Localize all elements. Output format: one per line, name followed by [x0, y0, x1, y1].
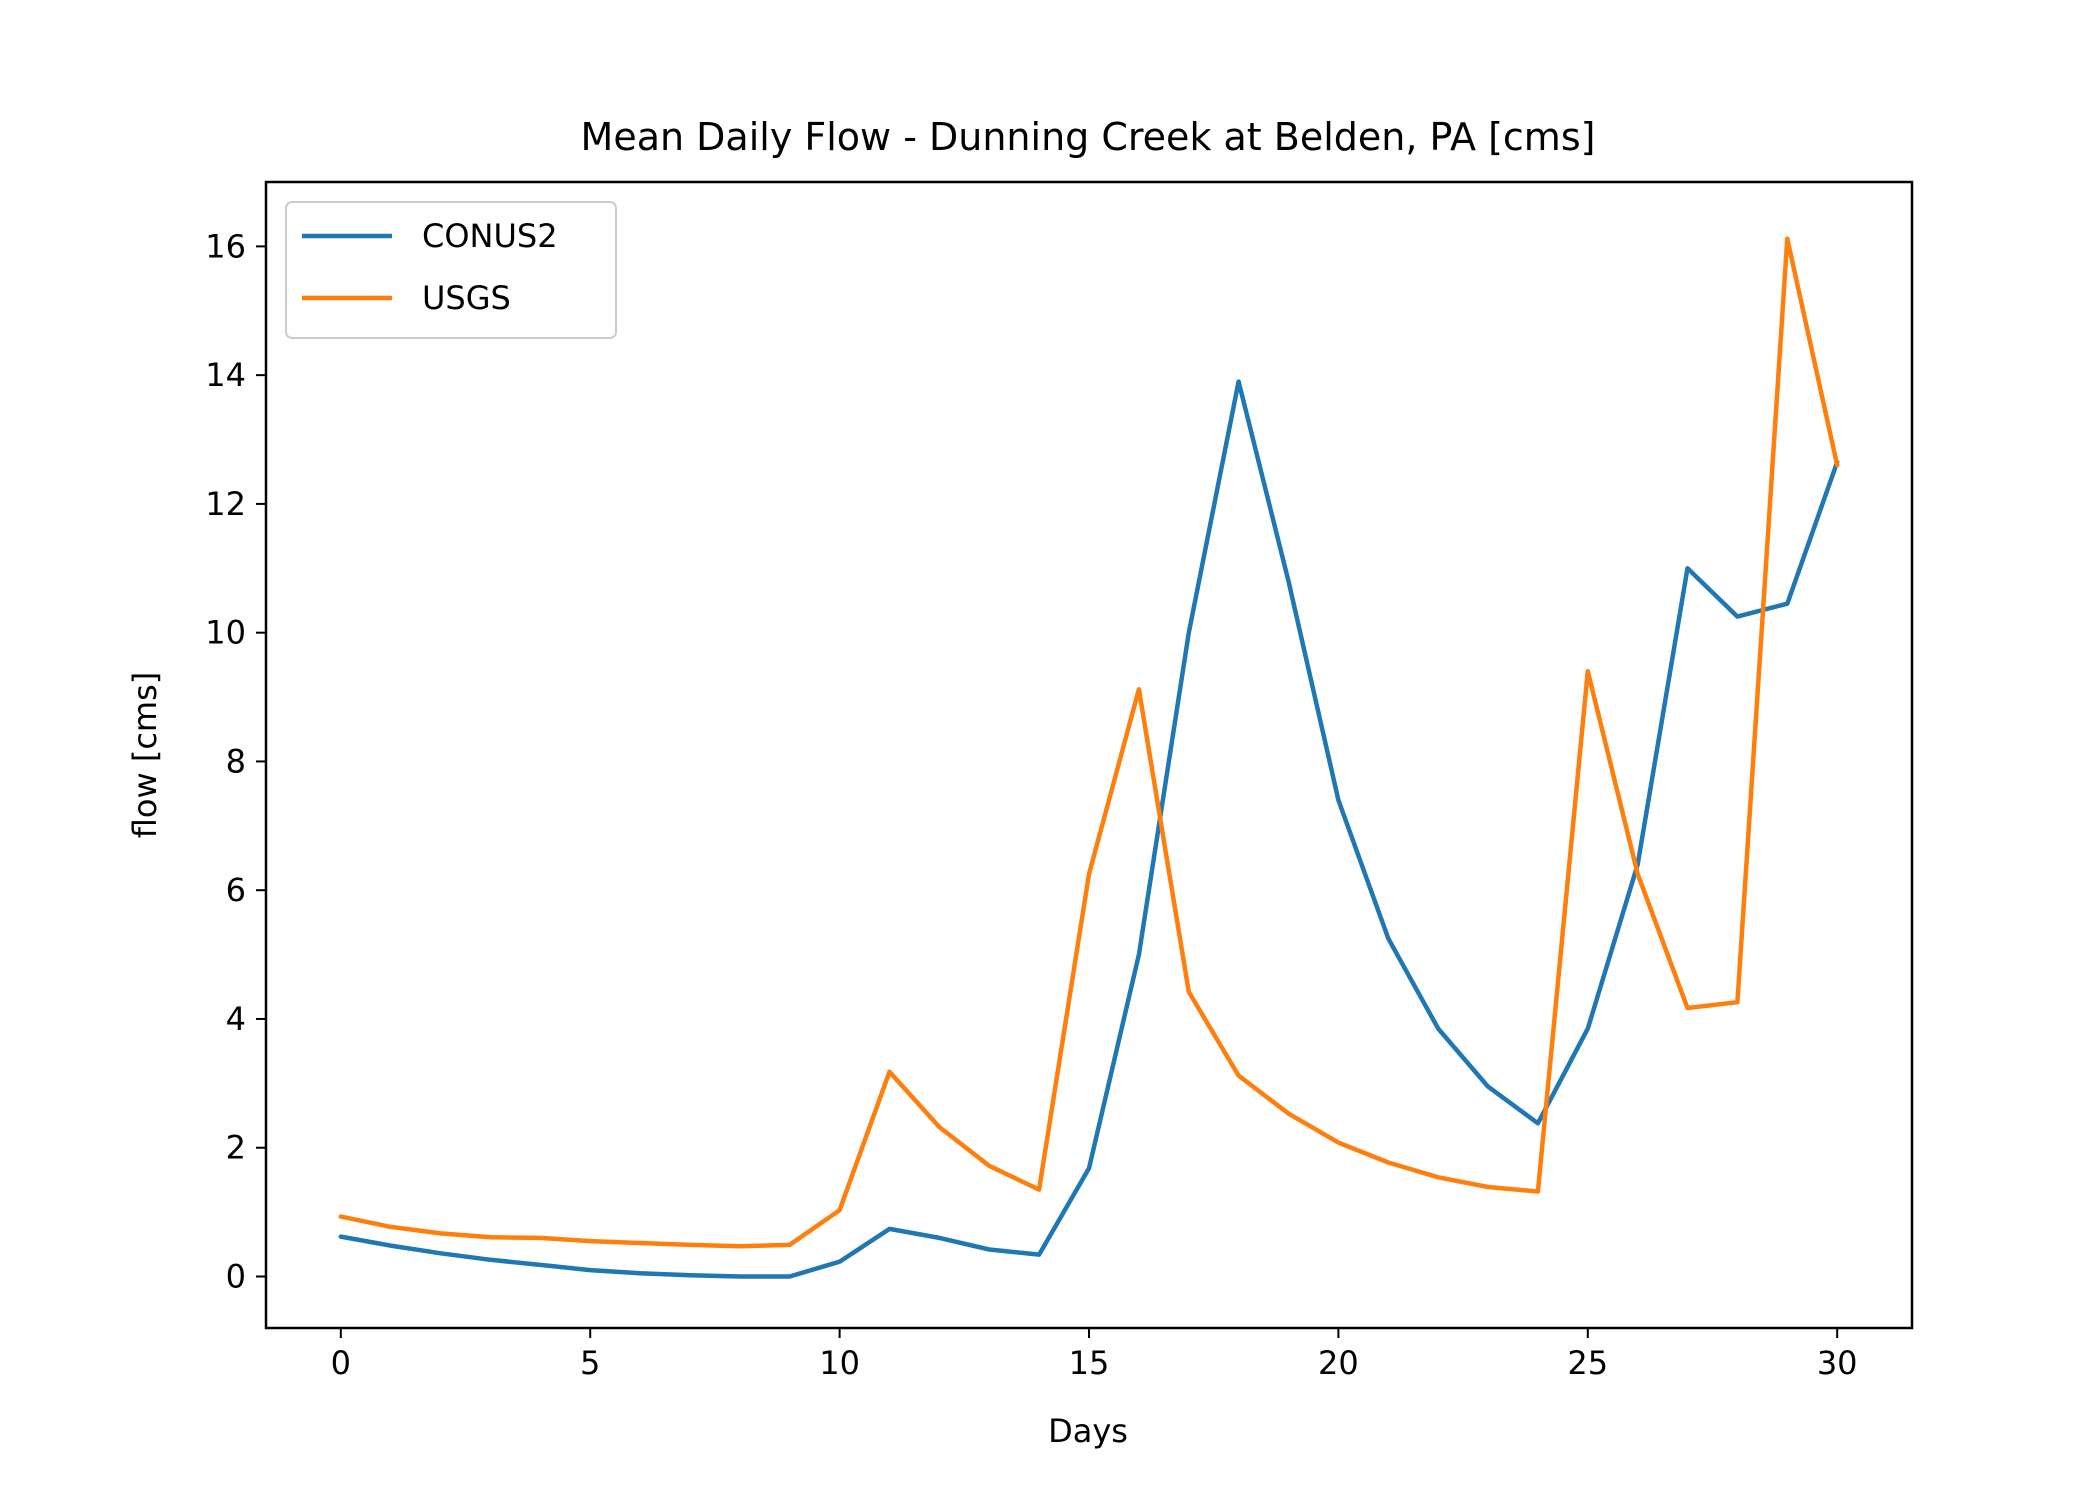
y-tick-label: 2: [226, 1129, 246, 1167]
series-line-usgs: [338, 236, 1840, 1249]
y-tick-label: 16: [205, 227, 246, 265]
chart-title: Mean Daily Flow - Dunning Creek at Belde…: [581, 115, 1596, 159]
x-tick-label: 20: [1318, 1344, 1359, 1382]
x-tick-label: 10: [819, 1344, 860, 1382]
y-tick-label: 10: [205, 614, 246, 652]
x-tick-label: 0: [331, 1344, 351, 1382]
x-tick-label: 15: [1069, 1344, 1110, 1382]
legend-label-usgs: USGS: [422, 279, 511, 317]
y-axis-ticks: 0 2 4 6 8 10 12 14 16: [205, 227, 266, 1295]
y-tick-label: 4: [226, 1000, 246, 1038]
x-axis-ticks: 0 5 10 15 20 25 30: [331, 1328, 1858, 1382]
legend: CONUS2 USGS: [285, 201, 617, 339]
x-tick-label: 5: [580, 1344, 600, 1382]
y-tick-label: 8: [226, 742, 246, 780]
series-layer: [338, 236, 1840, 1279]
y-tick-label: 6: [226, 871, 246, 909]
y-tick-label: 0: [226, 1257, 246, 1295]
y-tick-label: 12: [205, 485, 246, 523]
y-tick-label: 14: [205, 356, 246, 394]
series-line-conus2: [338, 379, 1840, 1279]
y-axis-label: flow [cms]: [126, 672, 164, 838]
x-tick-label: 25: [1567, 1344, 1608, 1382]
x-axis-label: Days: [1048, 1412, 1128, 1450]
legend-label-conus2: CONUS2: [422, 217, 558, 255]
x-tick-label: 30: [1817, 1344, 1858, 1382]
